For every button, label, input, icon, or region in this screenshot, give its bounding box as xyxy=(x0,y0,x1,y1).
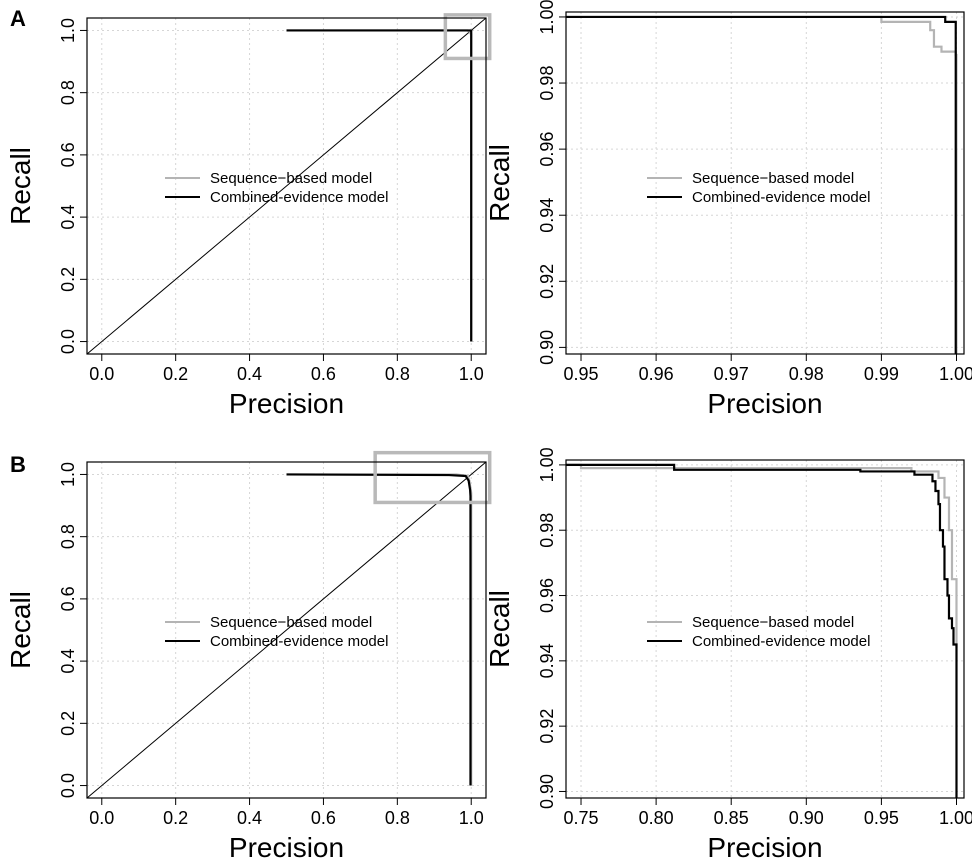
x-tick-label: 0.6 xyxy=(311,808,336,828)
legend-label-combined: Combined-evidence model xyxy=(210,633,388,650)
x-tick-label: 1.0 xyxy=(459,808,484,828)
zoom-box xyxy=(373,450,492,505)
y-tick-label: 0.92 xyxy=(537,264,557,299)
y-tick-label: 0.4 xyxy=(58,649,78,674)
x-tick-label: 1.00 xyxy=(939,808,972,828)
zoom-box xyxy=(443,13,492,61)
legend-label-combined: Combined-evidence model xyxy=(692,633,870,650)
legend: Sequence−based model Combined-evidence mo… xyxy=(165,614,388,650)
y-tick-label: 0.92 xyxy=(537,709,557,744)
x-tick-label: 0.96 xyxy=(639,364,674,384)
x-axis-title: Precision xyxy=(707,832,822,862)
x-tick-label: 0.90 xyxy=(789,808,824,828)
x-tick-label: 0.98 xyxy=(789,364,824,384)
legend-label-sequence: Sequence−based model xyxy=(210,170,372,187)
x-axis-title: Precision xyxy=(707,388,822,419)
plot-frame xyxy=(86,461,487,799)
legend-label-sequence: Sequence−based model xyxy=(210,614,372,631)
legend: Sequence−based model Combined-evidence mo… xyxy=(165,170,388,206)
y-tick-label: 0.8 xyxy=(58,524,78,549)
plot-area xyxy=(566,15,958,354)
chart-panel-b: 0.0 0.2 0.4 0.6 0.8 1.0 0.0 0.2 0.4 0.6 0.8 1.0 Prec… xyxy=(5,450,492,863)
combined-evidence-series xyxy=(566,463,958,798)
x-tick-label: 0.95 xyxy=(864,808,899,828)
x-tick-label: 0.8 xyxy=(385,364,410,384)
legend-label-combined: Combined-evidence model xyxy=(692,189,870,206)
x-tick-label: 0.4 xyxy=(237,808,262,828)
y-tick-label: 0.6 xyxy=(58,142,78,167)
x-tick-label: 0.95 xyxy=(563,364,598,384)
y-tick-label: 0.0 xyxy=(58,773,78,798)
x-tick-label: 0.2 xyxy=(163,364,188,384)
combined-evidence-series xyxy=(566,15,957,354)
plot-area xyxy=(566,463,958,798)
x-axis-title: Precision xyxy=(229,388,344,419)
legend: Sequence−based model Combined-evidence mo… xyxy=(647,170,870,206)
y-tick-label: 0.98 xyxy=(537,66,557,101)
combined-evidence-series xyxy=(286,29,473,342)
y-tick-label: 0.2 xyxy=(58,267,78,292)
y-tick-label: 1.0 xyxy=(58,462,78,487)
y-tick-label: 1.00 xyxy=(537,0,557,34)
x-tick-label: 0.8 xyxy=(385,808,410,828)
legend-label-sequence: Sequence−based model xyxy=(692,170,854,187)
x-tick-label: 0.97 xyxy=(714,364,749,384)
combined-evidence-series xyxy=(286,473,472,786)
plot-area xyxy=(87,462,486,798)
x-tick-label: 0.99 xyxy=(864,364,899,384)
y-tick-label: 0.90 xyxy=(537,774,557,809)
y-tick-label: 0.96 xyxy=(537,578,557,613)
diagonal-reference-line xyxy=(87,18,486,354)
plot-frame xyxy=(565,459,965,799)
chart-panel-b-zoom: 0.75 0.80 0.85 0.90 0.95 1.00 0.90 0.92 0.94 0.96… xyxy=(484,447,972,863)
x-axis-title: Precision xyxy=(229,832,344,862)
y-tick-label: 0.90 xyxy=(537,330,557,365)
x-tick-label: 0.0 xyxy=(89,808,114,828)
y-tick-label: 0.2 xyxy=(58,711,78,736)
x-tick-label: 1.00 xyxy=(939,364,972,384)
legend-label-combined: Combined-evidence model xyxy=(210,189,388,206)
y-tick-label: 0.96 xyxy=(537,132,557,167)
chart-panel-a: 0.0 0.2 0.4 0.6 0.8 1.0 0.0 0.2 0.4 0.6 0.8 1.0 Prec… xyxy=(5,13,492,419)
plot-frame xyxy=(565,11,965,355)
y-tick-label: 0.4 xyxy=(58,205,78,230)
x-tick-label: 0.4 xyxy=(237,364,262,384)
x-tick-label: 0.2 xyxy=(163,808,188,828)
sequence-based-series xyxy=(566,463,958,648)
x-tick-label: 0.0 xyxy=(89,364,114,384)
y-tick-label: 1.00 xyxy=(537,447,557,482)
x-tick-label: 0.6 xyxy=(311,364,336,384)
x-tick-label: 1.0 xyxy=(459,364,484,384)
plot-frame xyxy=(86,17,487,355)
legend: Sequence−based model Combined-evidence mo… xyxy=(647,614,870,650)
y-axis-title: Recall xyxy=(484,590,515,668)
plot-area xyxy=(87,18,486,354)
y-tick-label: 0.98 xyxy=(537,513,557,548)
y-tick-label: 0.6 xyxy=(58,586,78,611)
y-tick-label: 0.94 xyxy=(537,198,557,233)
y-axis-title: Recall xyxy=(5,147,36,225)
diagonal-reference-line xyxy=(87,462,486,798)
x-tick-label: 0.80 xyxy=(639,808,674,828)
y-axis-title: Recall xyxy=(5,591,36,669)
y-tick-label: 0.0 xyxy=(58,329,78,354)
x-tick-label: 0.85 xyxy=(714,808,749,828)
panel-label-a: A xyxy=(10,6,26,31)
chart-panel-a-zoom: 0.95 0.96 0.97 0.98 0.99 1.00 0.90 0.92 0.94 0.96… xyxy=(484,0,972,419)
panel-label-b: B xyxy=(10,452,26,477)
y-axis-title: Recall xyxy=(484,144,515,222)
legend-label-sequence: Sequence−based model xyxy=(692,614,854,631)
y-tick-label: 0.94 xyxy=(537,643,557,678)
y-tick-label: 0.8 xyxy=(58,80,78,105)
x-tick-label: 0.75 xyxy=(563,808,598,828)
y-tick-label: 1.0 xyxy=(58,18,78,43)
